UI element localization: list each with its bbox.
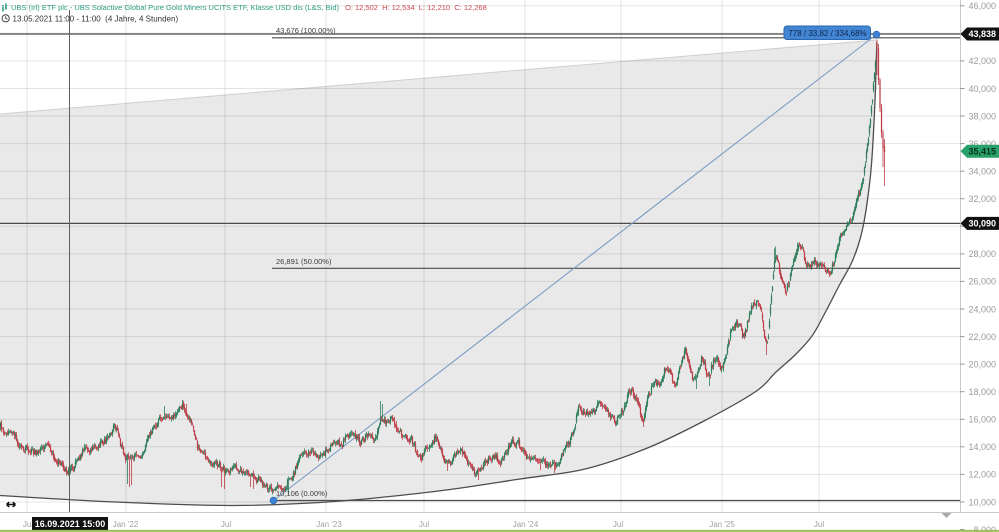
svg-text:12,000: 12,000 — [968, 470, 996, 480]
svg-text:10,106 (0.00%): 10,106 (0.00%) — [276, 489, 328, 498]
svg-text:38,000: 38,000 — [968, 111, 996, 121]
svg-text:Jul: Jul — [419, 520, 429, 529]
svg-text:UBS (Irl) ETF plc - UBS Solact: UBS (Irl) ETF plc - UBS Solactive Global… — [11, 3, 340, 12]
svg-text:40,000: 40,000 — [968, 84, 996, 94]
svg-text:18,000: 18,000 — [968, 387, 996, 397]
svg-text:13.05.2021 11:00 - 11:00 (4 J: 13.05.2021 11:00 - 11:00 (4 Jahre, 4 Stu… — [13, 14, 179, 23]
svg-text:Jul: Jul — [814, 520, 824, 529]
svg-text:24,000: 24,000 — [968, 304, 996, 314]
svg-text:22,000: 22,000 — [968, 332, 996, 342]
svg-text:Jan '22: Jan '22 — [113, 520, 139, 529]
svg-text:16.09.2021 15:00: 16.09.2021 15:00 — [35, 519, 106, 529]
svg-text:Jul: Jul — [221, 520, 231, 529]
svg-text:Jan '24: Jan '24 — [513, 520, 539, 529]
svg-text:Jan '25: Jan '25 — [709, 520, 735, 529]
svg-text:Jan '23: Jan '23 — [316, 520, 342, 529]
svg-text:28,000: 28,000 — [968, 249, 996, 259]
svg-text:778 / 33,82 / 334,68%: 778 / 33,82 / 334,68% — [788, 29, 866, 38]
svg-text:26,000: 26,000 — [968, 277, 996, 287]
svg-text:O: 12,502 H: 12,534 L: 12,21: O: 12,502 H: 12,534 L: 12,210 C: 12,268 — [345, 3, 487, 12]
svg-text:8,000: 8,000 — [973, 525, 996, 532]
svg-text:42,000: 42,000 — [968, 56, 996, 66]
svg-text:30,090: 30,090 — [969, 219, 997, 229]
svg-text:16,000: 16,000 — [968, 415, 996, 425]
svg-text:43,838: 43,838 — [969, 29, 997, 39]
svg-text:43,676 (100.00%): 43,676 (100.00%) — [276, 26, 336, 35]
svg-text:20,000: 20,000 — [968, 359, 996, 369]
svg-text:Jul: Jul — [23, 520, 33, 529]
svg-text:26,891 (50.00%): 26,891 (50.00%) — [276, 257, 332, 266]
svg-text:46,000: 46,000 — [968, 1, 996, 11]
svg-text:Jul: Jul — [613, 520, 623, 529]
svg-text:35,415: 35,415 — [969, 146, 997, 156]
svg-text:32,000: 32,000 — [968, 194, 996, 204]
svg-text:10,000: 10,000 — [968, 497, 996, 507]
svg-text:14,000: 14,000 — [968, 442, 996, 452]
svg-text:34,000: 34,000 — [968, 167, 996, 177]
svg-text:36,000: 36,000 — [968, 139, 996, 149]
